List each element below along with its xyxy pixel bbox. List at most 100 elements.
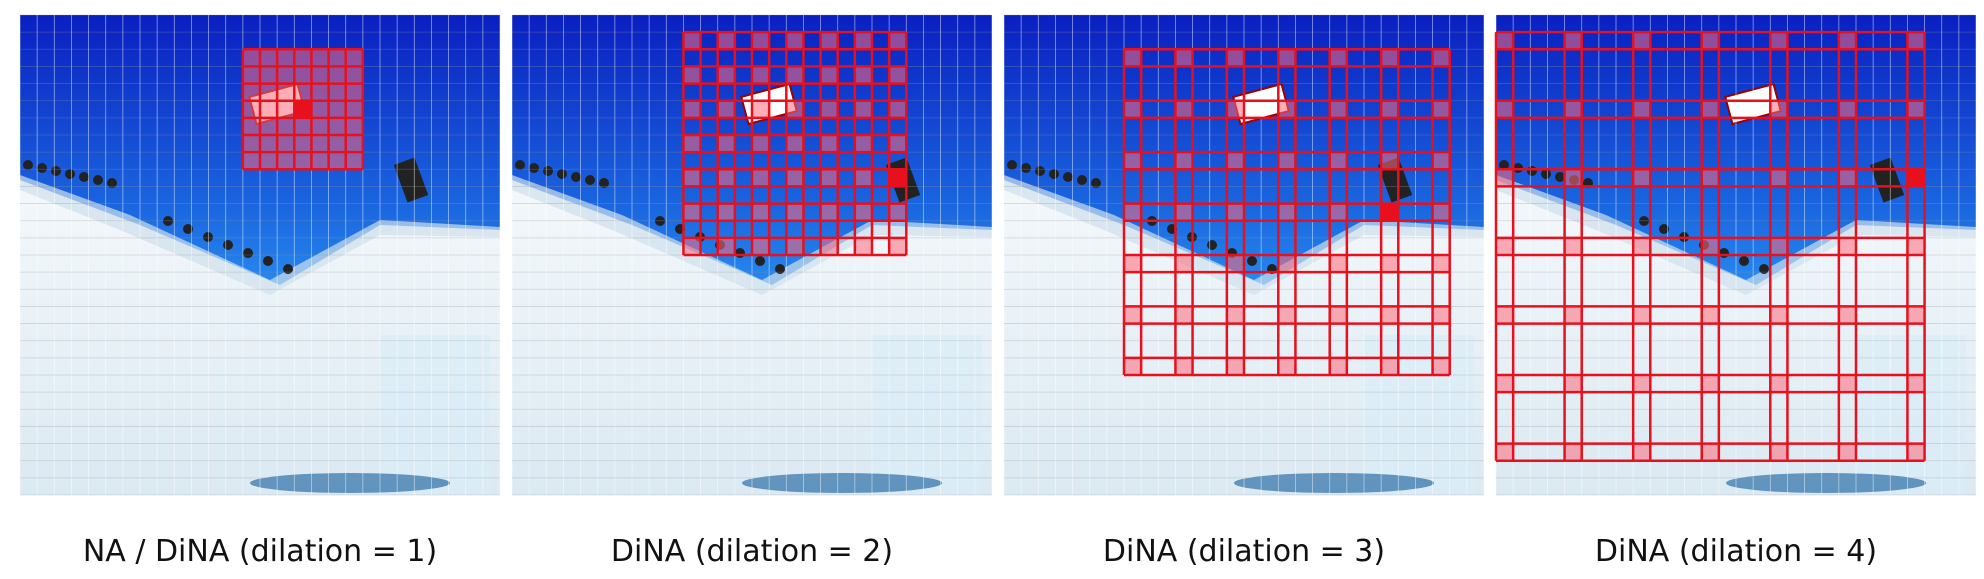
spectator: [775, 264, 785, 274]
attended-cell: [1175, 100, 1193, 118]
attended-cell: [1124, 100, 1142, 118]
query-cell: [294, 100, 312, 118]
spectator: [1077, 175, 1087, 185]
attended-cell: [1432, 49, 1450, 67]
water: [1726, 473, 1926, 493]
spectator: [1049, 169, 1059, 179]
attended-cell: [294, 49, 312, 67]
attended-cell: [854, 32, 872, 50]
attended-cell: [242, 135, 260, 153]
attended-cell: [311, 83, 329, 101]
spectator: [23, 160, 33, 170]
attended-cell: [889, 237, 907, 255]
spray: [1856, 335, 1966, 495]
attended-cell: [1838, 100, 1856, 118]
attended-cell: [294, 66, 312, 84]
panel: [19, 14, 501, 496]
attended-cell: [345, 66, 363, 84]
snow-ridge: [1004, 175, 1484, 295]
spectator: [655, 216, 665, 226]
attended-cell: [328, 66, 346, 84]
spectator: [1639, 216, 1649, 226]
attended-cell: [683, 100, 701, 118]
attended-cell: [1329, 203, 1347, 221]
attended-cell: [328, 100, 346, 118]
attended-cell: [1838, 375, 1856, 393]
attended-cell: [1496, 443, 1514, 461]
spectator: [1513, 163, 1523, 173]
attended-cell: [1278, 255, 1296, 273]
attended-cell: [1907, 237, 1925, 255]
spectator: [107, 178, 117, 188]
attended-cell: [1770, 375, 1788, 393]
attended-cell: [294, 117, 312, 135]
attended-cell: [1432, 152, 1450, 170]
attended-cell: [1838, 32, 1856, 50]
attended-cell: [260, 100, 278, 118]
attended-cell: [1564, 375, 1582, 393]
attended-cell: [1701, 443, 1719, 461]
attended-cell: [717, 100, 735, 118]
attended-cell: [1175, 152, 1193, 170]
attended-cell: [1701, 100, 1719, 118]
attended-cell: [1701, 375, 1719, 393]
spray: [380, 335, 490, 495]
attended-cell: [277, 117, 295, 135]
spectator: [755, 256, 765, 266]
attended-cell: [1701, 306, 1719, 324]
attended-cell: [1496, 237, 1514, 255]
spectator: [557, 169, 567, 179]
spectator: [51, 166, 61, 176]
attended-cell: [1701, 32, 1719, 50]
water: [1234, 473, 1434, 493]
attended-cell: [1124, 306, 1142, 324]
attended-cell: [242, 152, 260, 170]
attended-cell: [889, 66, 907, 84]
attended-cell: [1701, 237, 1719, 255]
attended-cell: [1633, 32, 1651, 50]
attended-cell: [1633, 375, 1651, 393]
attended-cell: [1175, 49, 1193, 67]
spectator: [223, 240, 233, 250]
spectator: [37, 163, 47, 173]
attended-cell: [1907, 32, 1925, 50]
attended-cell: [1907, 306, 1925, 324]
attended-cell: [786, 135, 804, 153]
attended-cell: [1278, 357, 1296, 375]
spectator: [1659, 224, 1669, 234]
attended-cell: [717, 66, 735, 84]
attended-cell: [1226, 152, 1244, 170]
attended-cell: [1907, 375, 1925, 393]
attended-cell: [1838, 169, 1856, 187]
spectator: [529, 163, 539, 173]
spectator: [1035, 166, 1045, 176]
attended-cell: [1432, 357, 1450, 375]
attended-cell: [345, 152, 363, 170]
attended-cell: [820, 203, 838, 221]
attended-cell: [1124, 49, 1142, 67]
attended-cell: [1633, 306, 1651, 324]
spectator: [1719, 248, 1729, 258]
attended-cell: [752, 100, 770, 118]
snow-ridge: [512, 175, 992, 295]
attended-cell: [1381, 152, 1399, 170]
spectator: [1499, 160, 1509, 170]
attended-cell: [242, 100, 260, 118]
attended-cell: [786, 169, 804, 187]
attended-cell: [311, 135, 329, 153]
attended-cell: [1432, 203, 1450, 221]
attended-cell: [820, 135, 838, 153]
attended-cell: [345, 117, 363, 135]
attended-cell: [1838, 306, 1856, 324]
attended-cell: [1838, 237, 1856, 255]
spectator: [543, 166, 553, 176]
spectator: [1555, 172, 1565, 182]
spectator: [735, 248, 745, 258]
panel: [1494, 14, 1977, 496]
attended-cell: [1278, 152, 1296, 170]
attended-cell: [1432, 255, 1450, 273]
spray: [872, 335, 982, 495]
attended-cell: [1329, 255, 1347, 273]
attended-cell: [1432, 306, 1450, 324]
attended-cell: [1907, 443, 1925, 461]
